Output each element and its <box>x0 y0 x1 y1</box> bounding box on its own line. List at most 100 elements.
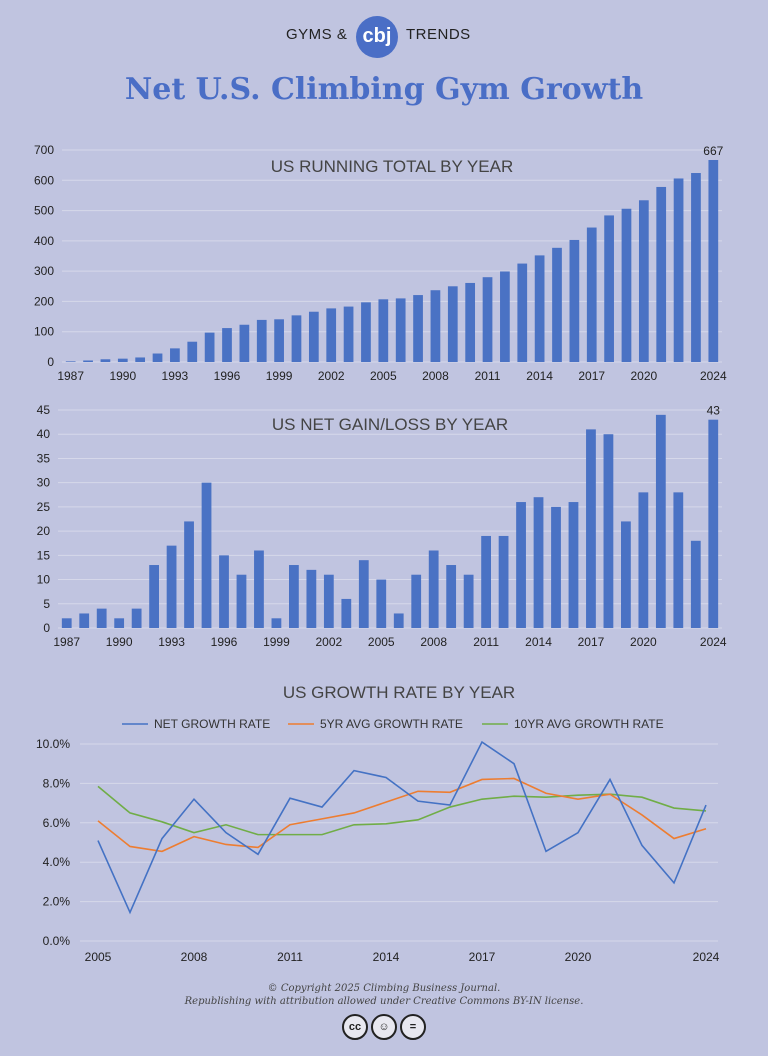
bar <box>254 550 264 628</box>
bar <box>690 540 701 628</box>
net-gain-loss-chart: 0 5 10 15 20 25 30 35 40 45 US NET GAIN/LOSS BY YE… <box>37 403 727 649</box>
bar <box>638 492 649 628</box>
y-tick-label: 8.0% <box>43 776 71 790</box>
bar <box>428 550 439 628</box>
x-tick-label: 2008 <box>422 369 449 380</box>
y-tick-label: 0.0% <box>43 934 71 948</box>
x-tick-label: 2008 <box>420 635 447 649</box>
bar <box>603 434 614 628</box>
x-tick-label: 1996 <box>211 635 238 649</box>
bar <box>393 613 404 628</box>
x-tick-label: 1996 <box>214 369 241 380</box>
x-tick-label: 1990 <box>106 635 133 649</box>
bar <box>708 419 719 628</box>
bar <box>166 545 177 628</box>
bar <box>61 618 72 628</box>
bar <box>673 178 684 362</box>
bar <box>358 560 369 628</box>
y-tick-label: 100 <box>34 325 54 339</box>
x-tick-label: 1999 <box>263 635 290 649</box>
bar <box>274 319 284 362</box>
bar <box>517 263 528 362</box>
bar <box>131 608 142 628</box>
bar <box>341 598 352 628</box>
bar <box>291 315 302 362</box>
y-tick-label: 0 <box>43 621 50 635</box>
series-line <box>97 777 707 853</box>
y-tick-label: 400 <box>34 234 54 248</box>
bar <box>411 574 422 628</box>
x-tick-label: 2002 <box>315 635 342 649</box>
series-line <box>97 740 707 915</box>
bar <box>100 359 111 362</box>
x-tick-label: 2005 <box>85 950 112 964</box>
cbj-logo-icon: cbj <box>356 16 398 58</box>
bar <box>673 492 684 628</box>
page-title: Net U.S. Climbing Gym Growth <box>124 72 644 107</box>
x-tick-label: 2011 <box>473 635 499 649</box>
bar <box>481 535 491 628</box>
bar <box>516 502 526 628</box>
bar <box>463 574 474 628</box>
cc-icon: cc <box>342 1014 368 1040</box>
bar <box>708 159 719 362</box>
bar <box>239 324 250 362</box>
bar <box>201 482 212 628</box>
x-tick-label: 2020 <box>565 950 592 964</box>
bar <box>447 286 458 362</box>
x-tick-label: 2017 <box>578 369 605 380</box>
x-tick-label: 1999 <box>266 369 293 380</box>
y-tick-label: 0 <box>47 355 54 369</box>
y-tick-label: 35 <box>37 451 51 465</box>
brand-trends-text: TRENDS <box>406 26 471 43</box>
bar <box>79 613 90 628</box>
bar <box>271 618 282 628</box>
bar <box>568 502 579 628</box>
legend-label: 10YR AVG GROWTH RATE <box>514 717 664 731</box>
copyright-footer: © Copyright 2025 Climbing Business Journ… <box>0 982 768 1008</box>
bar <box>604 215 614 362</box>
y-tick-label: 45 <box>37 403 51 417</box>
x-tick-label: 1990 <box>109 369 136 380</box>
bar <box>306 569 317 628</box>
no-derivatives-icon: = <box>400 1014 426 1040</box>
x-tick-label: 1993 <box>162 369 189 380</box>
bar <box>430 290 441 362</box>
bar <box>152 353 163 362</box>
x-tick-label: 2017 <box>578 635 605 649</box>
y-tick-label: 200 <box>34 294 54 308</box>
y-tick-label: 4.0% <box>43 855 71 869</box>
bar <box>96 608 107 628</box>
y-tick-label: 30 <box>37 476 51 490</box>
x-tick-label: 2017 <box>469 950 496 964</box>
y-tick-label: 500 <box>34 204 54 218</box>
license-line: Republishing with attribution allowed un… <box>184 996 584 1007</box>
x-tick-label: 2014 <box>525 635 552 649</box>
bar <box>533 497 544 628</box>
y-tick-label: 5 <box>43 597 50 611</box>
bar <box>184 521 194 628</box>
y-tick-label: 15 <box>37 548 51 562</box>
x-tick-label: 2020 <box>630 635 657 649</box>
bar <box>655 414 666 628</box>
bar <box>534 255 545 362</box>
bar <box>114 618 125 628</box>
y-tick-label: 10 <box>37 573 51 587</box>
bar <box>586 227 597 362</box>
x-tick-label: 2005 <box>368 635 395 649</box>
bar <box>691 173 701 362</box>
data-label: 43 <box>707 404 721 418</box>
copyright-line: © Copyright 2025 Climbing Business Journ… <box>267 983 501 994</box>
x-tick-label: 2020 <box>630 369 657 380</box>
x-tick-label: 2014 <box>526 369 553 380</box>
data-label: 667 <box>703 144 723 158</box>
bar <box>236 574 247 628</box>
bar <box>378 299 389 362</box>
bar <box>586 429 596 628</box>
growth-rate-chart: US GROWTH RATE BY YEAR NET GROWTH RATE 5YR… <box>36 683 720 964</box>
x-tick-label: 1987 <box>53 635 80 649</box>
bar <box>187 341 198 362</box>
bar <box>83 360 93 362</box>
y-tick-label: 10.0% <box>36 737 70 751</box>
x-tick-label: 1987 <box>57 369 84 380</box>
